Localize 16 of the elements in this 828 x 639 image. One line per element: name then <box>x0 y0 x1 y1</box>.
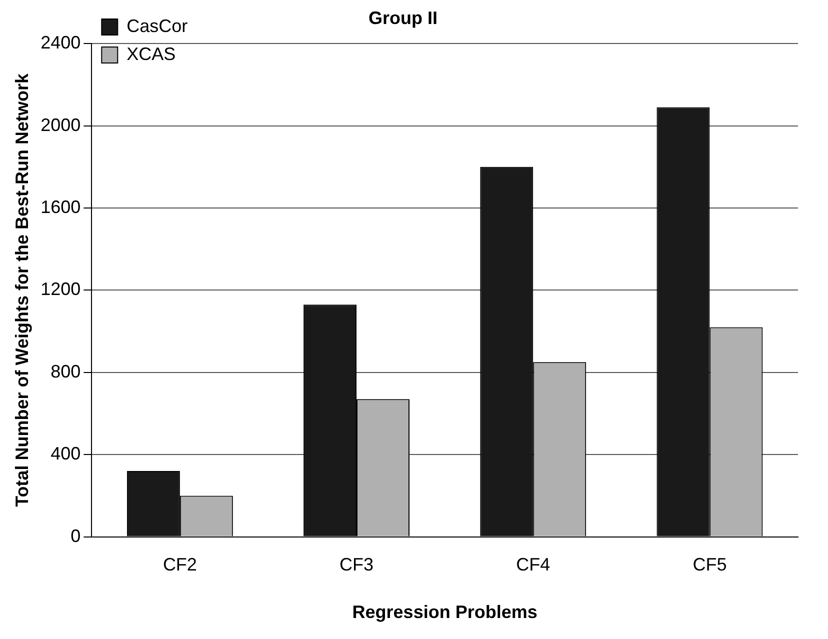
y-tick-label: 0 <box>70 526 81 546</box>
x-axis-title: Regression Problems <box>352 602 538 622</box>
y-tick-label: 2000 <box>40 114 81 135</box>
x-tick-label: CF3 <box>340 554 374 575</box>
x-tick-label: CF2 <box>162 554 197 575</box>
legend-label: XCAS <box>126 44 176 64</box>
y-tick-label: 1200 <box>40 279 81 300</box>
chart-title: Group II <box>368 8 438 28</box>
y-tick-label: 800 <box>50 361 81 382</box>
y-tick-label: 2400 <box>40 32 81 53</box>
x-tick-label: CF4 <box>516 554 550 575</box>
y-tick-label: 1600 <box>40 196 81 217</box>
x-tick-label: CF5 <box>692 554 727 575</box>
y-axis-title: Total Number of Weights for the Best-Run Network <box>12 72 32 507</box>
legend-label: CasCor <box>126 16 188 36</box>
y-tick-label: 400 <box>50 444 81 464</box>
